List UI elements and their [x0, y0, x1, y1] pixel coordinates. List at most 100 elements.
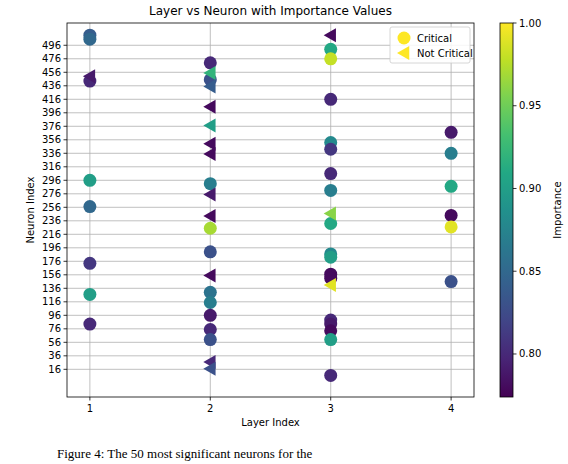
point	[204, 333, 217, 346]
tick	[330, 397, 331, 401]
tick-label: 376	[42, 121, 61, 132]
point	[203, 147, 215, 161]
tick-label: 296	[42, 175, 61, 186]
grid-line	[67, 261, 474, 262]
colorbar-tick	[513, 353, 517, 354]
grid-line	[67, 274, 474, 275]
tick	[64, 139, 68, 140]
tick-label: 1	[87, 403, 93, 414]
point	[203, 79, 215, 93]
point	[204, 296, 217, 309]
tick-label: 16	[48, 364, 61, 375]
tick-label: 196	[42, 242, 61, 253]
grid-line	[67, 234, 474, 235]
tick	[64, 328, 68, 329]
tick	[64, 274, 68, 275]
tick	[64, 153, 68, 154]
tick	[64, 369, 68, 370]
point	[203, 119, 215, 133]
point	[83, 288, 96, 301]
tick-label: 76	[48, 323, 61, 334]
point	[445, 275, 458, 288]
tick	[89, 397, 90, 401]
legend-label: Not Critical	[417, 48, 473, 59]
tick	[64, 355, 68, 356]
tick-label: 2	[207, 403, 213, 414]
x-label: Layer Index	[241, 417, 300, 428]
colorbar-tick-label: 0.95	[519, 100, 541, 111]
point	[203, 66, 215, 80]
point	[83, 318, 96, 331]
points	[83, 28, 458, 382]
tick	[64, 58, 68, 59]
point	[83, 200, 96, 213]
tick-label: 176	[42, 256, 61, 267]
point	[204, 222, 217, 235]
tick	[64, 72, 68, 73]
colorbar-tick	[513, 105, 517, 106]
tick-label: 496	[42, 40, 61, 51]
colorbar-tick	[513, 23, 517, 24]
point	[83, 69, 95, 83]
point	[203, 209, 215, 223]
point	[445, 209, 458, 222]
tick	[64, 234, 68, 235]
tick-label: 456	[42, 67, 61, 78]
tick-label: 3	[328, 403, 334, 414]
tick	[64, 45, 68, 46]
tick	[64, 315, 68, 316]
colorbar-tick-label: 1.00	[519, 18, 541, 29]
point	[324, 251, 337, 264]
point	[445, 147, 458, 160]
tick-label: 156	[42, 269, 61, 280]
grid-line	[67, 166, 474, 167]
grid-line	[67, 369, 474, 370]
tick-label: 216	[42, 229, 61, 240]
tick	[451, 397, 452, 401]
point	[324, 278, 336, 292]
chart: Layer vs Neuron with Importance Values12…	[0, 0, 568, 464]
tick-label: 96	[48, 310, 61, 321]
tick	[64, 261, 68, 262]
tick-label: 236	[42, 215, 61, 226]
grid-line	[67, 247, 474, 248]
tick	[64, 247, 68, 248]
point	[324, 28, 336, 42]
tick-label: 416	[42, 94, 61, 105]
tick	[64, 342, 68, 343]
point	[324, 52, 337, 65]
grid-line	[67, 112, 474, 113]
colorbar-tick	[513, 188, 517, 189]
tick	[64, 301, 68, 302]
grid-line	[67, 355, 474, 356]
tick-label: 476	[42, 53, 61, 64]
tick	[64, 180, 68, 181]
tick-label: 396	[42, 107, 61, 118]
grid-line	[67, 139, 474, 140]
point	[324, 333, 337, 346]
tick-label: 436	[42, 80, 61, 91]
caption: Figure 4: The 50 most significant neuron…	[57, 446, 313, 461]
tick	[210, 397, 211, 401]
point	[445, 220, 458, 233]
tick-label: 36	[48, 350, 61, 361]
tick	[64, 207, 68, 208]
point	[324, 143, 337, 156]
point	[324, 184, 337, 197]
tick-label: 276	[42, 188, 61, 199]
grid-line	[67, 180, 474, 181]
grid-line	[67, 301, 474, 302]
grid-line	[67, 72, 474, 73]
tick-label: 4	[448, 403, 454, 414]
point	[83, 174, 96, 187]
grid-line	[67, 315, 474, 316]
tick-label: 136	[42, 283, 61, 294]
grid-line	[67, 193, 474, 194]
colorbar-tick	[513, 271, 517, 272]
tick-label: 56	[48, 337, 61, 348]
point	[204, 245, 217, 258]
colorbar-label: Importance	[552, 181, 563, 238]
point	[324, 93, 337, 106]
tick	[64, 112, 68, 113]
point	[203, 187, 215, 201]
